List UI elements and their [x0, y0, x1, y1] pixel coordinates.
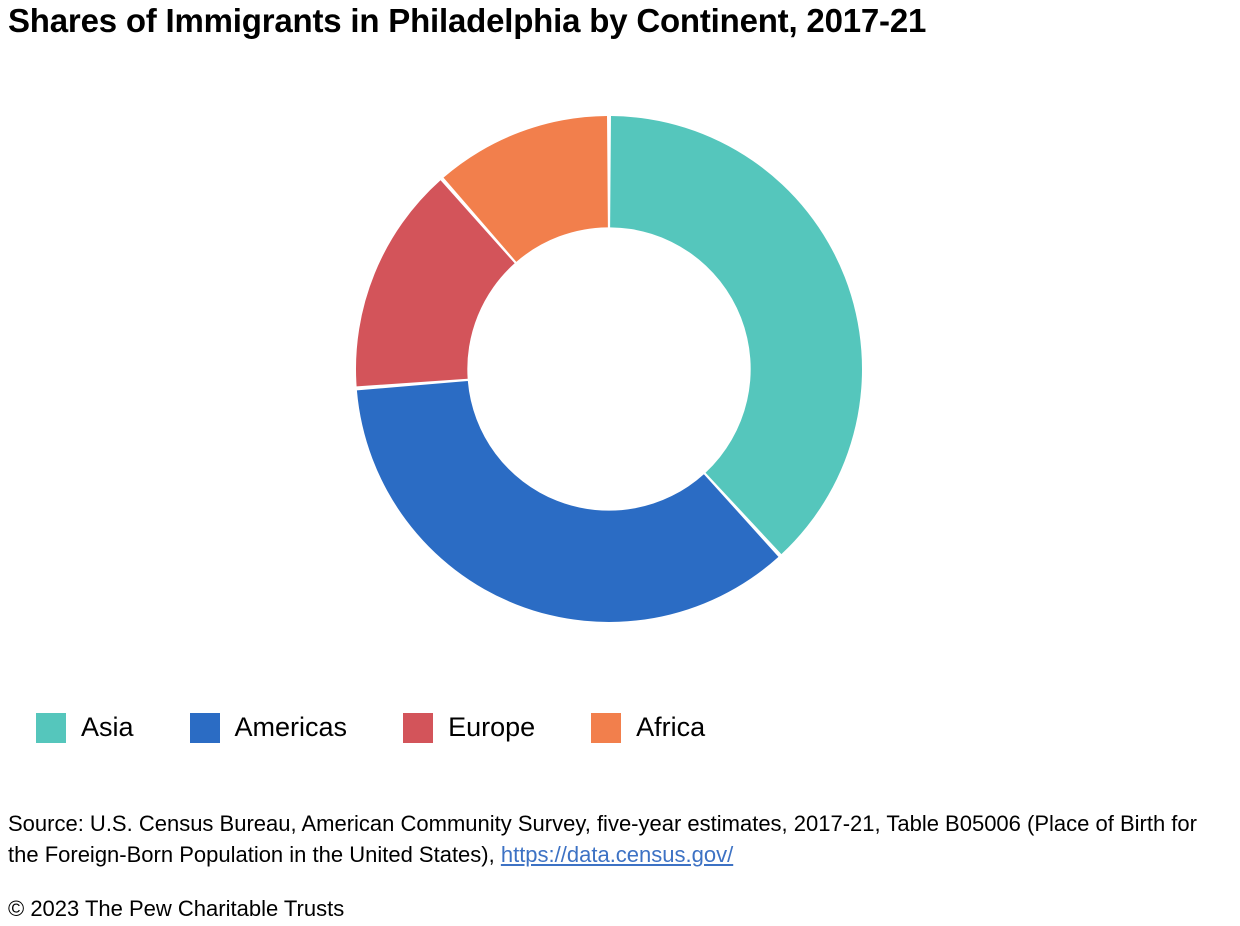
legend-label: Europe: [448, 712, 536, 742]
chart-legend: Asia Americas Europe Africa: [36, 712, 761, 743]
legend-item-americas[interactable]: Americas: [189, 712, 348, 743]
legend-item-africa[interactable]: Africa: [591, 712, 705, 743]
donut-chart: [340, 100, 880, 645]
legend-swatch-icon: [36, 712, 66, 743]
copyright-note: © 2023 The Pew Charitable Trusts: [8, 896, 345, 921]
legend-swatch-icon: [403, 712, 434, 743]
legend-swatch-icon: [189, 712, 220, 743]
donut-slice-americas[interactable]: [356, 380, 779, 622]
legend-swatch-icon: [591, 712, 622, 743]
donut-chart-svg: [356, 116, 862, 622]
source-text: Source: U.S. Census Bureau, American Com…: [8, 811, 1197, 867]
source-note: Source: U.S. Census Bureau, American Com…: [8, 808, 1228, 870]
legend-item-europe[interactable]: Europe: [403, 712, 535, 743]
donut-slice-africa[interactable]: [443, 116, 608, 262]
donut-slice-europe[interactable]: [356, 180, 515, 387]
legend-label: Americas: [234, 712, 348, 742]
source-link[interactable]: https://data.census.gov/: [500, 842, 734, 867]
legend-label: Africa: [636, 712, 706, 742]
donut-slice-asia[interactable]: [610, 116, 862, 555]
legend-item-asia[interactable]: Asia: [36, 712, 134, 743]
legend-label: Asia: [81, 712, 134, 742]
footnotes: Source: U.S. Census Bureau, American Com…: [8, 808, 1228, 922]
page-title: Shares of Immigrants in Philadelphia by …: [8, 2, 927, 39]
